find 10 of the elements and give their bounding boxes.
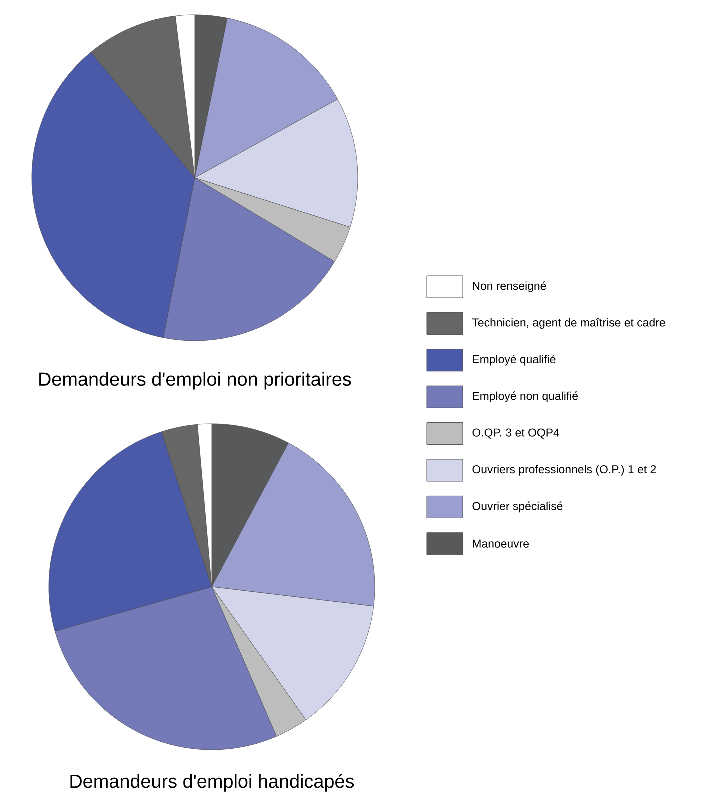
text: Demandeurs d'emploi non prioritaires	[40, 372, 352, 390]
legend-label: Manoeuvre	[473, 540, 529, 548]
legend-label: Ouvrier spécialisé	[472, 502, 563, 513]
legend-label: Employé qualifié	[473, 354, 556, 366]
legend-label: Non renseigné	[473, 282, 546, 292]
legend-label: O.QP. 3 et OQP4	[472, 428, 560, 439]
legend-label: Ouvriers professionnels (O.P.) 1 et 2	[472, 465, 656, 476]
legend-label: Employé non qualifié	[473, 392, 578, 402]
text: Demandeurs d'emploi handicapés	[70, 774, 354, 792]
legend-label: Technicien, agent de maîtrise et cadre	[472, 318, 666, 330]
